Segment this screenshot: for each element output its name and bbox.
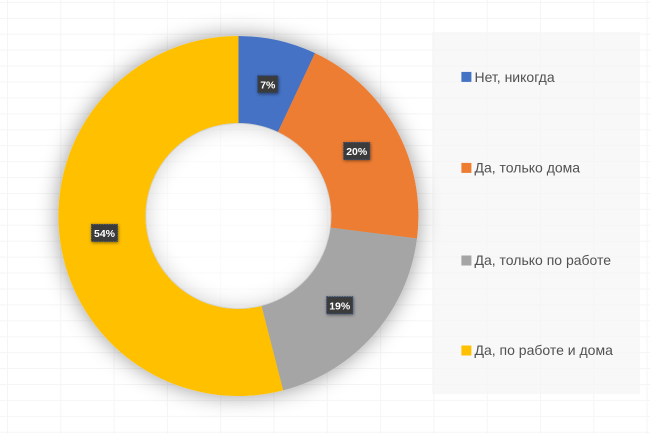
svg-text:Да, только дома: Да, только дома: [475, 159, 581, 175]
svg-text:Да, только по работе: Да, только по работе: [475, 252, 612, 268]
svg-text:20%: 20%: [346, 146, 368, 158]
svg-text:Нет, никогда: Нет, никогда: [475, 69, 555, 85]
svg-text:54%: 54%: [94, 228, 116, 240]
svg-text:19%: 19%: [329, 300, 351, 312]
svg-text:Да, по работе и дома: Да, по работе и дома: [475, 342, 614, 358]
svg-text:7%: 7%: [260, 79, 276, 91]
